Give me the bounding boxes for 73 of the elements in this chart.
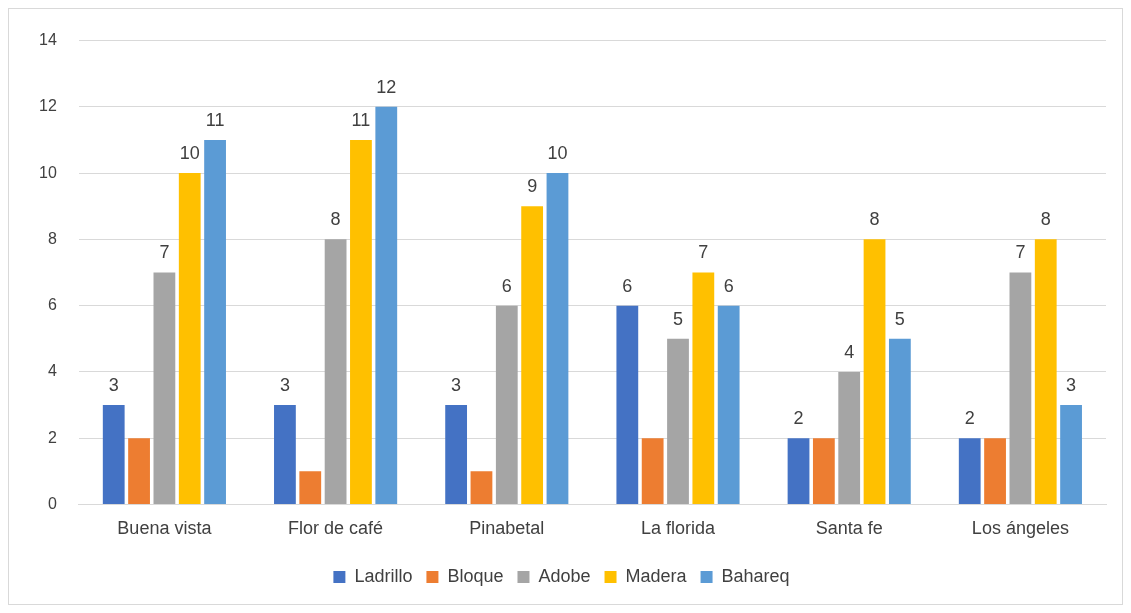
bar — [1009, 272, 1032, 504]
y-tick-label: 0 — [47, 494, 57, 512]
legend-label: Ladrillo — [354, 565, 413, 586]
y-tick-label: 4 — [47, 362, 57, 380]
data-label: 3 — [1066, 374, 1077, 395]
bar — [178, 173, 201, 504]
bar — [495, 305, 518, 504]
bar — [204, 139, 226, 504]
bar — [616, 305, 639, 504]
bar — [863, 239, 886, 504]
y-tick-label: 2 — [47, 428, 57, 446]
data-label: 7 — [698, 242, 709, 263]
bar — [1034, 239, 1057, 504]
bar — [445, 405, 468, 504]
x-tick-label: Los ángeles — [971, 518, 1069, 539]
x-tick-label: La florida — [640, 518, 716, 539]
data-label: 3 — [279, 374, 290, 395]
bar — [838, 371, 861, 504]
bar — [470, 471, 493, 504]
bar — [1060, 405, 1082, 504]
legend-label: Adobe — [538, 565, 591, 586]
x-tick-label: Buena vista — [117, 518, 213, 539]
data-label: 5 — [672, 308, 684, 329]
bar — [153, 272, 176, 504]
legend-label: Madera — [625, 565, 688, 586]
bar — [350, 139, 372, 504]
data-label: 6 — [622, 275, 633, 296]
data-label: 8 — [869, 209, 880, 230]
bar — [717, 305, 740, 504]
data-label: 7 — [1015, 242, 1026, 263]
bar — [375, 106, 398, 504]
x-tick-label: Santa fe — [815, 518, 883, 539]
data-label: 8 — [330, 209, 341, 230]
y-tick-label: 12 — [39, 97, 57, 115]
data-label: 9 — [527, 176, 538, 197]
x-tick-label: Flor de café — [288, 518, 384, 539]
data-label: 5 — [894, 308, 905, 329]
bar — [546, 173, 569, 504]
bar — [888, 338, 911, 504]
bar — [812, 438, 835, 504]
x-tick-label: Pinabetal — [469, 518, 545, 539]
bar — [521, 206, 544, 504]
data-label: 3 — [108, 374, 119, 395]
data-label: 12 — [376, 76, 397, 97]
data-label: 6 — [723, 275, 734, 296]
legend-label: Bahareq — [721, 565, 790, 586]
data-label: 4 — [844, 341, 855, 362]
bar — [128, 438, 150, 504]
data-label: 10 — [179, 143, 200, 164]
bar — [787, 438, 810, 504]
data-label: 11 — [351, 109, 371, 130]
bar — [958, 438, 981, 504]
data-label: 2 — [793, 408, 804, 429]
bar — [274, 405, 296, 504]
y-tick-label: 8 — [47, 229, 57, 247]
bar — [102, 405, 125, 504]
data-label: 8 — [1040, 209, 1051, 230]
bar — [667, 338, 689, 504]
y-tick-label: 10 — [39, 163, 57, 181]
data-label: 10 — [547, 143, 568, 164]
legend-label: Bloque — [447, 565, 504, 586]
bar — [299, 471, 322, 504]
bar — [984, 438, 1006, 504]
bar — [641, 438, 664, 504]
y-tick-label: 14 — [39, 31, 57, 49]
data-label: 7 — [159, 242, 170, 263]
data-label: 6 — [501, 275, 512, 296]
bar — [692, 272, 715, 504]
bar — [324, 239, 347, 504]
data-label: 3 — [451, 374, 462, 395]
y-tick-label: 6 — [47, 296, 57, 314]
data-label: 11 — [205, 109, 225, 130]
data-label: 2 — [964, 408, 975, 429]
